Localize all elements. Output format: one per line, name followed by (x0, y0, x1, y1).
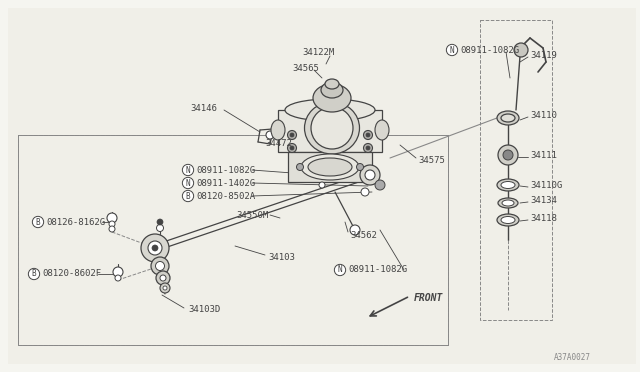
Text: N: N (186, 166, 190, 174)
Ellipse shape (271, 120, 285, 140)
Circle shape (514, 43, 528, 57)
Text: 34110G: 34110G (530, 180, 563, 189)
Ellipse shape (301, 154, 359, 180)
Bar (288, 152, 372, 182)
Ellipse shape (497, 179, 519, 191)
Circle shape (319, 182, 325, 188)
Text: N: N (338, 266, 342, 275)
Circle shape (364, 144, 372, 153)
Ellipse shape (311, 107, 353, 149)
Circle shape (109, 226, 115, 232)
Circle shape (151, 257, 169, 275)
Text: 34472: 34472 (265, 138, 292, 148)
Text: 08911-1082G: 08911-1082G (460, 45, 519, 55)
Text: 08120-8602F: 08120-8602F (42, 269, 101, 279)
Circle shape (365, 170, 375, 180)
Circle shape (107, 213, 117, 223)
Ellipse shape (497, 214, 519, 226)
Text: B: B (32, 269, 36, 279)
Text: 34111: 34111 (530, 151, 557, 160)
Ellipse shape (501, 182, 515, 189)
Text: 34146: 34146 (190, 103, 217, 112)
Text: 34134: 34134 (530, 196, 557, 205)
Ellipse shape (325, 79, 339, 89)
Circle shape (290, 146, 294, 150)
Text: 34562: 34562 (350, 231, 377, 240)
Text: 34575: 34575 (418, 155, 445, 164)
Circle shape (157, 224, 163, 231)
Ellipse shape (305, 102, 360, 154)
Text: 08120-8502A: 08120-8502A (196, 192, 255, 201)
Ellipse shape (285, 99, 375, 121)
Text: A37A0027: A37A0027 (554, 353, 591, 362)
Circle shape (156, 271, 170, 285)
Ellipse shape (308, 158, 352, 176)
Circle shape (287, 131, 296, 140)
Ellipse shape (497, 111, 519, 125)
Ellipse shape (498, 198, 518, 208)
Circle shape (361, 188, 369, 196)
Circle shape (152, 245, 158, 251)
Text: 34550M: 34550M (236, 211, 268, 219)
Bar (480, 20, 552, 320)
Text: N: N (450, 45, 454, 55)
Ellipse shape (502, 200, 514, 206)
Circle shape (360, 165, 380, 185)
Text: 34110: 34110 (530, 110, 557, 119)
Circle shape (157, 219, 163, 225)
Circle shape (115, 275, 121, 281)
Circle shape (296, 164, 303, 170)
Circle shape (160, 275, 166, 281)
Text: 34118: 34118 (530, 214, 557, 222)
Text: 08911-1082G: 08911-1082G (196, 166, 255, 174)
Circle shape (266, 131, 274, 139)
Ellipse shape (375, 120, 389, 140)
Text: B: B (186, 192, 190, 201)
Circle shape (375, 180, 385, 190)
Circle shape (156, 262, 164, 270)
Ellipse shape (501, 217, 515, 224)
Circle shape (109, 221, 115, 227)
Polygon shape (278, 110, 382, 152)
Bar (18, 135, 448, 345)
Circle shape (163, 286, 167, 290)
Circle shape (148, 241, 162, 255)
Text: 34103D: 34103D (188, 305, 220, 314)
Circle shape (160, 283, 170, 293)
Text: 08126-8162G: 08126-8162G (46, 218, 105, 227)
Circle shape (287, 144, 296, 153)
Text: FRONT: FRONT (414, 293, 444, 303)
Text: B: B (36, 218, 40, 227)
Text: 08911-1402G: 08911-1402G (196, 179, 255, 187)
Circle shape (364, 131, 372, 140)
Circle shape (290, 133, 294, 137)
Circle shape (356, 164, 364, 170)
Text: N: N (186, 179, 190, 187)
Ellipse shape (501, 114, 515, 122)
Bar (18, 135, 448, 345)
Text: 34119: 34119 (530, 51, 557, 60)
Circle shape (113, 267, 123, 277)
Ellipse shape (321, 82, 343, 98)
Circle shape (498, 145, 518, 165)
Circle shape (366, 133, 370, 137)
Circle shape (503, 150, 513, 160)
Text: 34565: 34565 (292, 64, 319, 73)
Text: 34103: 34103 (268, 253, 295, 263)
Ellipse shape (313, 84, 351, 112)
Circle shape (141, 234, 169, 262)
Text: 34122M: 34122M (302, 48, 334, 57)
Circle shape (350, 225, 360, 235)
Circle shape (366, 146, 370, 150)
Text: 08911-1082G: 08911-1082G (348, 266, 407, 275)
